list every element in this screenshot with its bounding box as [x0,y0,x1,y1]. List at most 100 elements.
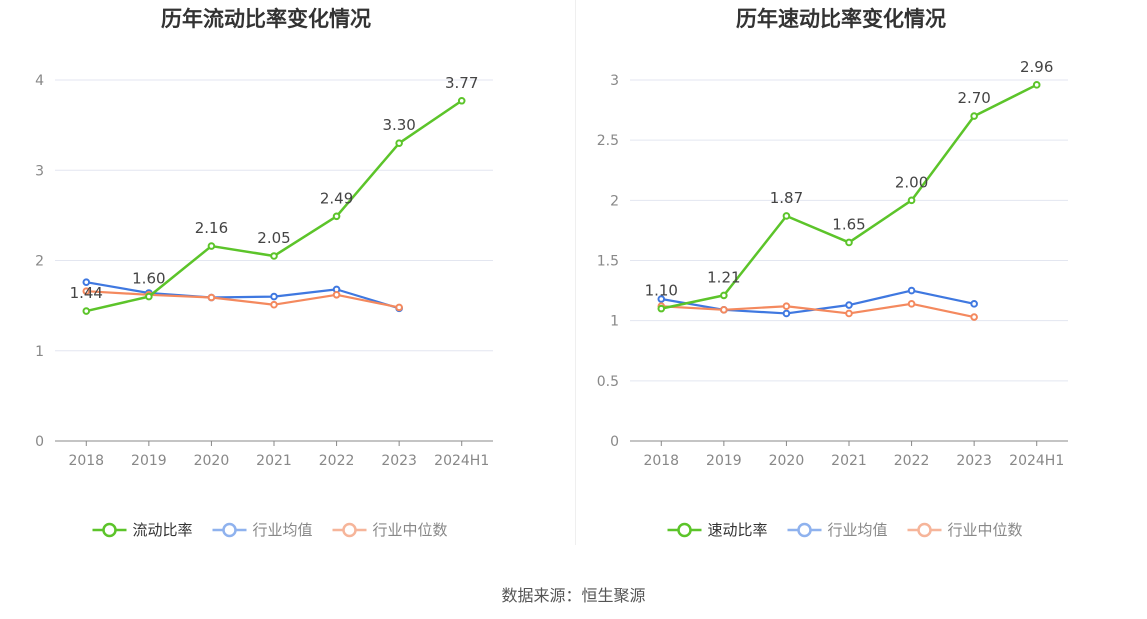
quick-ratio-series-point-2 [782,302,791,311]
current-ratio-series-point-2 [207,293,216,302]
current-ratio-xtick-label: 2022 [319,453,355,469]
quick-ratio-legend-marker-icon [677,522,692,538]
quick-ratio-xtick-label: 2020 [769,453,805,469]
current-ratio-title: 历年流动比率变化情况 [161,7,371,31]
quick-ratio-data-label: 1.87 [770,189,803,207]
quick-ratio-series-point-1 [782,309,791,318]
current-ratio-legend-item-2[interactable]: 行业中位数 [332,521,448,539]
quick-ratio-legend-item-1[interactable]: 行业均值 [787,521,888,539]
quick-ratio-series-point-2 [970,313,978,321]
quick-ratio-data-label: 2.96 [1020,58,1053,76]
quick-ratio-series-point-1 [907,286,916,295]
current-ratio-data-label: 1.60 [132,270,165,288]
quick-ratio-series-point-2 [907,300,916,308]
current-ratio-series-point-0 [207,242,216,250]
quick-ratio-series-point-1 [970,300,978,308]
quick-ratio-ytick-label: 2 [610,193,619,209]
current-ratio-xtick-label: 2024H1 [434,453,489,469]
quick-ratio-title: 历年速动比率变化情况 [736,7,946,31]
current-ratio-series-line-2 [86,290,400,309]
current-ratio-data-label: 2.05 [257,229,290,247]
quick-ratio-xtick-label: 2024H1 [1009,453,1064,469]
data-source: 数据来源：恒生聚源 [501,586,646,605]
quick-ratio-data-label: 1.21 [707,268,740,286]
current-ratio-series-point-2 [270,300,278,309]
quick-ratio-xtick-label: 2023 [956,453,992,469]
current-ratio-xtick-label: 2020 [194,453,230,469]
current-ratio-series-point-1 [82,278,91,286]
current-ratio-legend-marker-icon [102,522,117,538]
quick-ratio-legend-marker-icon [797,522,812,538]
quick-ratio-series-point-1 [657,295,666,303]
current-ratio-series-point-1 [270,292,278,301]
current-ratio-legend-item-1[interactable]: 行业均值 [212,521,313,539]
quick-ratio-legend-marker-icon [917,522,932,538]
current-ratio-legend-label: 行业中位数 [373,521,448,539]
current-ratio-data-label: 2.49 [320,189,353,207]
current-ratio-legend-label: 行业均值 [253,521,313,539]
quick-ratio-data-label: 1.10 [645,282,678,300]
chart-divider [575,0,576,545]
quick-ratio-data-label: 2.00 [895,173,928,191]
current-ratio-data-label: 3.30 [382,116,415,134]
current-ratio-chart: 历年流动比率变化情况 0 1 2 3 4 2018 2019 2020 2021 2022 2023 2… [0,0,573,560]
quick-ratio-xtick-label: 2021 [831,453,867,469]
quick-ratio-series-line-2 [661,302,975,319]
current-ratio-series-point-2 [82,287,91,295]
quick-ratio-series-point-0 [907,196,916,205]
current-ratio-data-label: 1.44 [70,284,103,302]
quick-ratio-ytick-label: 0.5 [597,374,619,390]
quick-ratio-chart: 历年速动比率变化情况 0 0.5 1 1.5 2 2.5 3 2018 2019 2020 2021 2… [575,0,1147,560]
current-ratio-data-label: 3.77 [445,74,478,92]
current-ratio-series-point-0 [82,307,91,315]
quick-ratio-data-label: 1.65 [832,215,865,233]
quick-ratio-series-point-2 [720,306,728,314]
quick-ratio-series-point-0 [970,112,978,120]
quick-ratio-ytick-label: 3 [610,73,619,89]
quick-ratio-series-point-0 [720,291,728,300]
quick-ratio-legend-item-0[interactable]: 速动比率 [667,521,768,539]
quick-ratio-series-point-0 [1032,81,1041,89]
quick-ratio-xtick-label: 2019 [706,453,742,469]
current-ratio-ytick-label: 1 [35,344,44,360]
quick-ratio-ytick-label: 0 [610,434,619,450]
current-ratio-xtick-label: 2018 [68,453,104,469]
current-ratio-legend-marker-icon [342,522,357,538]
quick-ratio-series-point-0 [657,304,666,313]
current-ratio-xtick-label: 2021 [256,453,292,469]
current-ratio-legend-item-0[interactable]: 流动比率 [92,521,193,539]
quick-ratio-chart-svg: 历年速动比率变化情况 0 0.5 1 1.5 2 2.5 3 2018 2019 2020 2021 2… [597,7,1068,539]
current-ratio-legend-label: 流动比率 [133,521,193,539]
quick-ratio-ytick-label: 2.5 [597,133,619,149]
quick-ratio-ytick-label: 1.5 [597,254,619,270]
current-ratio-series-point-2 [395,303,403,312]
current-ratio-series-point-0 [270,252,278,260]
current-ratio-series-point-0 [395,139,403,147]
quick-ratio-legend-item-2[interactable]: 行业中位数 [907,521,1023,539]
quick-ratio-series-point-0 [782,212,791,220]
current-ratio-series-line-1 [86,281,400,310]
current-ratio-xtick-label: 2023 [381,453,417,469]
current-ratio-series-point-0 [332,212,341,221]
current-ratio-series-point-0 [457,96,466,105]
quick-ratio-xtick-label: 2022 [894,453,930,469]
quick-ratio-series-point-1 [845,301,853,309]
current-ratio-ytick-label: 3 [35,163,44,179]
current-ratio-data-label: 2.16 [195,219,228,237]
quick-ratio-ytick-label: 1 [610,314,619,330]
quick-ratio-legend-label: 行业均值 [828,521,888,539]
current-ratio-xtick-label: 2019 [131,453,167,469]
current-ratio-series-point-0 [145,292,153,301]
current-ratio-ytick-label: 2 [35,254,44,270]
quick-ratio-series-point-0 [845,238,853,247]
quick-ratio-legend-label: 速动比率 [708,521,768,539]
current-ratio-ytick-label: 0 [35,434,44,450]
quick-ratio-legend-label: 行业中位数 [948,521,1023,539]
quick-ratio-series-point-2 [845,309,853,318]
current-ratio-ytick-label: 4 [35,73,44,89]
current-ratio-chart-svg: 历年流动比率变化情况 0 1 2 3 4 2018 2019 2020 2021 2022 2023 2… [35,7,493,539]
quick-ratio-xtick-label: 2018 [643,453,679,469]
current-ratio-series-point-2 [332,290,341,299]
quick-ratio-data-label: 2.70 [957,89,990,107]
current-ratio-legend-marker-icon [222,522,237,538]
